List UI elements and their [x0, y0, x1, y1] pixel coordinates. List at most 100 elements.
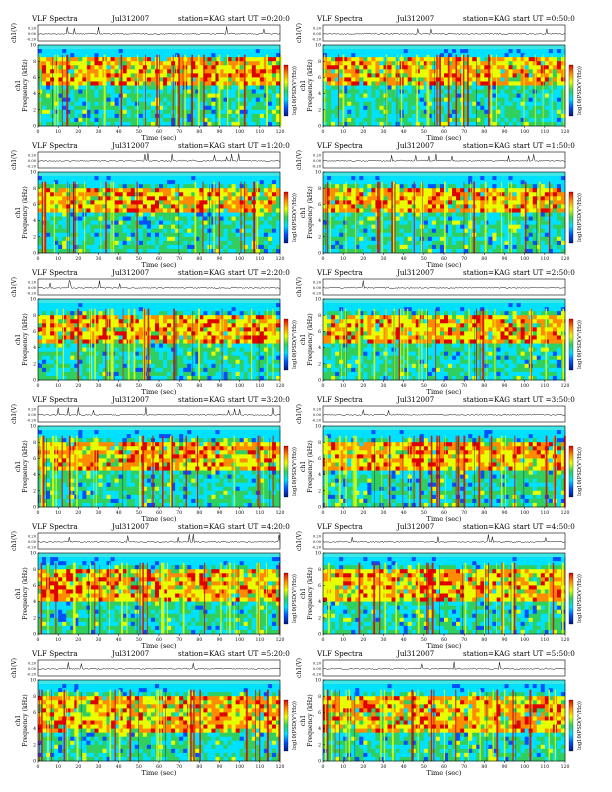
x-tick-label: 20	[75, 637, 81, 643]
x-tick-label: 70	[461, 764, 467, 770]
x-tick-label: 30	[381, 764, 387, 770]
y-tick-label: 8	[318, 567, 321, 573]
y-tick-label: 0	[318, 124, 321, 130]
x-tick-label: 50	[136, 637, 142, 643]
colorbar-label: log10(PSD(V²/Hz))	[291, 66, 298, 115]
waveform-trace	[37, 662, 280, 670]
channel-label: ch1	[300, 715, 307, 726]
x-axis-label: Time (sec)	[427, 642, 462, 650]
waveform-tick-label: 0.00	[313, 32, 322, 36]
spectrogram-image	[38, 299, 281, 381]
y-axis-label: Frequency (kHz)	[22, 313, 29, 366]
channel-label: ch1	[300, 80, 307, 91]
panel-date: Jul312007	[111, 268, 150, 277]
x-tick-label: 110	[255, 129, 264, 135]
panel-date: Jul312007	[396, 14, 435, 23]
x-tick-label: 10	[340, 256, 346, 262]
y-tick-label: 4	[318, 218, 321, 224]
waveform-trace	[37, 533, 281, 543]
waveform-tick-label: 0.20	[28, 535, 37, 539]
waveform-tick-label: 0.00	[28, 32, 37, 36]
waveform-frame	[322, 532, 566, 550]
y-tick-label: 10	[30, 43, 36, 49]
waveform-tick-label: 0.20	[313, 535, 322, 539]
x-tick-label: 50	[136, 383, 142, 389]
waveform-trace	[323, 280, 566, 289]
panel-title: VLF Spectra	[316, 141, 363, 150]
x-axis-label: Time (sec)	[142, 261, 177, 269]
y-axis-label: Frequency (kHz)	[307, 186, 314, 239]
panel-title: VLF Spectra	[31, 141, 78, 150]
x-tick-label: 100	[235, 256, 244, 262]
channel-label: ch1	[15, 207, 22, 218]
x-tick-label: 0	[37, 510, 40, 516]
y-tick-label: 8	[33, 440, 36, 446]
x-tick-label: 60	[156, 383, 162, 389]
x-tick-label: 100	[520, 129, 529, 135]
x-tick-label: 100	[520, 256, 529, 262]
x-tick-label: 70	[176, 764, 182, 770]
y-tick-label: 10	[315, 170, 321, 176]
panel-start-time: start UT =4:20:0	[228, 522, 290, 531]
x-tick-label: 10	[340, 764, 346, 770]
panel-start-time: start UT =4:50:0	[513, 522, 575, 531]
x-tick-label: 40	[401, 510, 407, 516]
y-axis-label: Frequency (kHz)	[22, 440, 29, 493]
colorbar-label: log10(PSD(V²/Hz))	[291, 574, 298, 623]
x-tick-label: 20	[75, 129, 81, 135]
y-tick-label: 0	[33, 632, 36, 638]
panel-start-time: start UT =1:20:0	[228, 141, 290, 150]
waveform-tick-label: 0.00	[313, 159, 322, 163]
colorbar-label: log10(PSD(V²/Hz))	[576, 66, 583, 115]
x-tick-label: 50	[136, 764, 142, 770]
waveform-tick-label: -0.20	[27, 419, 37, 423]
x-tick-label: 0	[37, 637, 40, 643]
y-tick-label: 6	[33, 202, 36, 208]
x-tick-label: 20	[75, 510, 81, 516]
y-tick-label: 0	[318, 505, 321, 511]
panel-station: station=KAG	[463, 649, 510, 658]
x-tick-label: 60	[156, 637, 162, 643]
waveform-tick-label: -0.20	[27, 546, 37, 550]
x-tick-label: 30	[96, 637, 102, 643]
panel-station: station=KAG	[463, 268, 510, 277]
waveform-frame	[37, 278, 281, 296]
waveform-frame	[37, 24, 281, 42]
x-tick-label: 100	[520, 637, 529, 643]
x-tick-label: 60	[156, 129, 162, 135]
y-tick-label: 8	[318, 186, 321, 192]
waveform-tick-label: 0.20	[28, 662, 37, 666]
panel-start-time: start UT =2:50:0	[513, 268, 575, 277]
x-tick-label: 10	[55, 764, 61, 770]
y-tick-label: 6	[318, 456, 321, 462]
x-tick-label: 80	[196, 764, 202, 770]
x-tick-label: 100	[235, 383, 244, 389]
colorbar	[283, 445, 289, 498]
waveform-axis-label: ch1(V)	[11, 23, 18, 43]
x-tick-label: 40	[116, 383, 122, 389]
panel-station: station=KAG	[463, 14, 510, 23]
panel-date: Jul312007	[396, 649, 435, 658]
x-tick-label: 70	[461, 510, 467, 516]
spectrogram-image	[323, 553, 566, 635]
y-axis-label: Frequency (kHz)	[22, 59, 29, 112]
spectrogram-panel: VLF Spectra Jul312007 station=KAG start UT …	[296, 268, 583, 396]
waveform-tick-label: 0.00	[313, 540, 322, 544]
y-tick-label: 0	[318, 378, 321, 384]
y-tick-label: 2	[318, 361, 321, 367]
y-tick-label: 6	[33, 583, 36, 589]
y-tick-label: 10	[315, 43, 321, 49]
waveform-axis-label: ch1(V)	[11, 531, 18, 551]
x-tick-label: 20	[360, 129, 366, 135]
x-tick-label: 70	[461, 637, 467, 643]
spectrogram-panel: VLF Spectra Jul312007 station=KAG start UT …	[296, 14, 583, 142]
x-tick-label: 60	[156, 510, 162, 516]
x-tick-label: 90	[502, 510, 508, 516]
x-tick-label: 120	[276, 129, 285, 135]
x-tick-label: 40	[401, 383, 407, 389]
x-tick-label: 20	[360, 256, 366, 262]
x-tick-label: 30	[96, 510, 102, 516]
waveform-tick-label: -0.20	[312, 546, 322, 550]
waveform-tick-label: -0.20	[312, 165, 322, 169]
spectrogram-panel: VLF Spectra Jul312007 station=KAG start UT …	[296, 649, 583, 777]
